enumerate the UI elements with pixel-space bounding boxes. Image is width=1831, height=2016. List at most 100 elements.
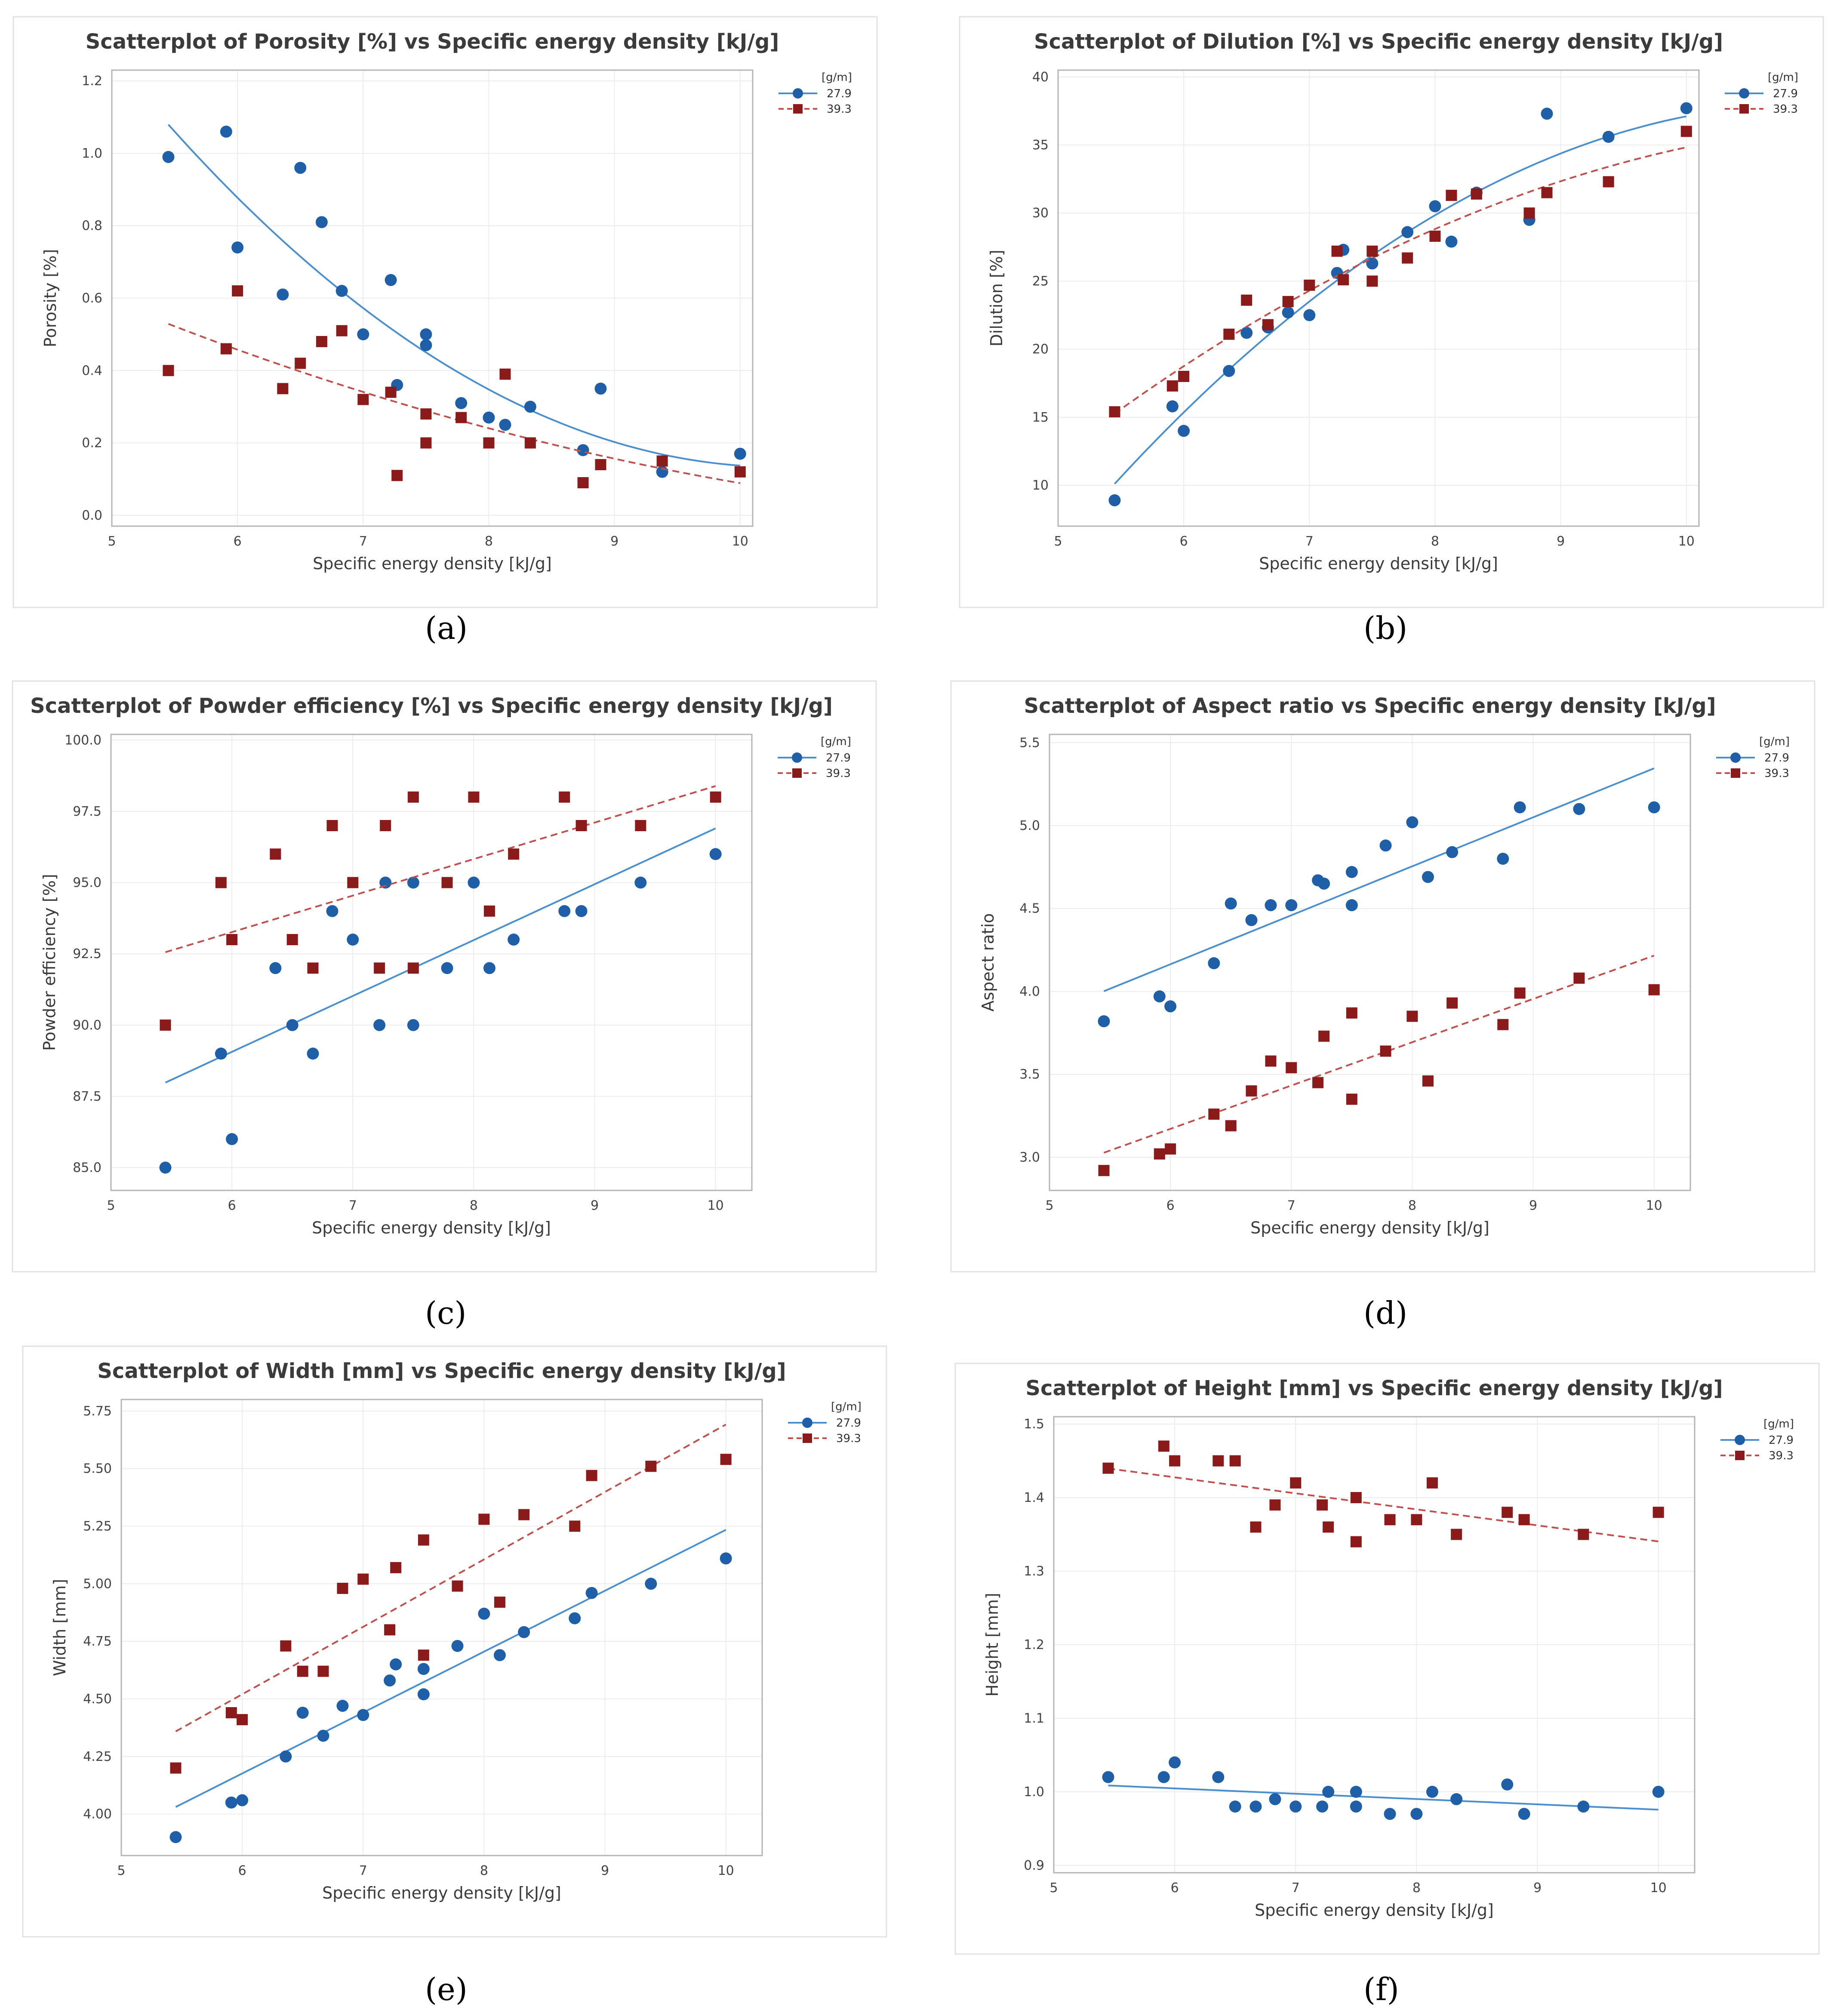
point-square <box>1653 1507 1664 1518</box>
point-square <box>1502 1507 1513 1518</box>
y-axis-label: Aspect ratio <box>979 913 997 1012</box>
plot-border <box>1057 69 1700 527</box>
point-square <box>384 1624 396 1636</box>
point-square <box>524 437 536 449</box>
point-square <box>1422 1075 1434 1087</box>
point-circle <box>385 274 397 286</box>
point-circle <box>1384 1808 1396 1820</box>
chart-svg-a: Scatterplot of Porosity [%] vs Specific … <box>12 16 878 608</box>
point-square <box>1282 296 1294 307</box>
point-square <box>1523 207 1535 219</box>
point-circle <box>634 876 647 889</box>
y-tick-label: 1.0 <box>82 146 102 161</box>
point-circle <box>357 1709 369 1721</box>
point-circle <box>317 1729 329 1742</box>
legend-title: [g/m] <box>1768 71 1798 84</box>
point-square <box>1208 1108 1220 1120</box>
y-tick-label: 0.0 <box>82 508 102 523</box>
x-tick-label: 9 <box>1533 1880 1542 1896</box>
point-square <box>1446 190 1457 201</box>
point-circle <box>1282 306 1294 319</box>
chart-svg-f: Scatterplot of Height [mm] vs Specific e… <box>954 1362 1820 1955</box>
x-axis-label: Specific energy density [kJ/g] <box>1255 1901 1494 1920</box>
point-circle <box>1426 1785 1438 1798</box>
point-square <box>478 1514 490 1525</box>
point-circle <box>518 1626 530 1638</box>
point-square <box>710 791 721 803</box>
point-square <box>1471 188 1482 200</box>
chart-panel-a: Scatterplot of Porosity [%] vs Specific … <box>12 16 878 608</box>
point-square <box>595 459 606 470</box>
point-circle <box>585 1587 598 1599</box>
y-tick-label: 5.50 <box>83 1461 112 1477</box>
point-square <box>1518 1514 1530 1526</box>
point-circle <box>1450 1793 1463 1806</box>
y-axis-label: Dilution [%] <box>987 250 1006 346</box>
x-tick-label: 8 <box>1412 1880 1421 1896</box>
x-tick-label: 9 <box>601 1863 609 1878</box>
point-square <box>277 383 289 395</box>
x-tick-label: 10 <box>1646 1198 1662 1213</box>
x-tick-label: 6 <box>238 1863 246 1878</box>
y-tick-label: 1.4 <box>1024 1490 1044 1505</box>
y-tick-label: 1.1 <box>1024 1711 1044 1726</box>
x-tick-label: 5 <box>108 534 116 549</box>
x-tick-label: 10 <box>1678 534 1695 549</box>
point-square <box>380 820 391 831</box>
point-circle <box>1169 1756 1181 1769</box>
y-tick-label: 85.0 <box>73 1160 102 1175</box>
point-square <box>1603 176 1614 188</box>
point-circle <box>307 1048 319 1060</box>
point-square <box>586 1470 597 1481</box>
point-square <box>1265 1055 1277 1067</box>
point-square <box>420 408 432 420</box>
point-square <box>1312 1077 1324 1088</box>
point-square <box>1429 231 1441 242</box>
point-circle <box>1108 494 1121 506</box>
legend-label: 27.9 <box>1764 752 1789 764</box>
point-circle <box>225 1796 237 1809</box>
chart-title: Scatterplot of Width [mm] vs Specific en… <box>97 1359 786 1383</box>
point-square <box>170 1762 182 1774</box>
point-square <box>499 368 511 380</box>
fit-line-39-3 <box>165 785 716 953</box>
y-tick-label: 5.75 <box>83 1404 112 1419</box>
legend-label: 39.3 <box>826 767 851 780</box>
point-circle <box>220 126 232 138</box>
plot-area <box>1049 734 1691 1191</box>
y-tick-label: 30 <box>1032 206 1049 221</box>
point-circle <box>1316 1800 1329 1813</box>
point-square <box>1318 1030 1330 1042</box>
point-circle <box>1350 1785 1362 1798</box>
point-square <box>635 820 646 831</box>
point-circle <box>558 905 571 917</box>
chart-svg-d: Scatterplot of Aspect ratio vs Specific … <box>950 680 1816 1273</box>
point-circle <box>1345 899 1358 912</box>
legend-label: 39.3 <box>1773 103 1798 116</box>
y-tick-label: 0.9 <box>1024 1858 1044 1873</box>
x-tick-label: 7 <box>359 534 367 549</box>
point-circle <box>1422 871 1434 883</box>
point-circle <box>1573 803 1585 815</box>
x-tick-label: 7 <box>1292 1880 1300 1896</box>
point-square <box>468 791 480 803</box>
legend-label: 27.9 <box>1769 1434 1794 1447</box>
point-square <box>337 1582 348 1594</box>
point-square <box>569 1520 581 1532</box>
x-tick-label: 5 <box>1054 534 1062 549</box>
legend-marker-circle <box>792 752 802 763</box>
x-tick-label: 10 <box>708 1198 724 1213</box>
y-tick-label: 5.25 <box>83 1519 112 1534</box>
point-circle <box>1225 897 1237 910</box>
point-circle <box>1401 226 1414 238</box>
point-circle <box>493 1649 506 1662</box>
point-square <box>226 934 238 945</box>
chart-title: Scatterplot of Height [mm] vs Specific e… <box>1025 1376 1723 1400</box>
point-square <box>1384 1514 1396 1526</box>
point-circle <box>407 1019 419 1031</box>
legend-marker-square <box>1739 104 1749 114</box>
plot-area <box>110 734 753 1191</box>
point-square <box>1346 1007 1357 1019</box>
point-square <box>1406 1011 1418 1022</box>
point-square <box>1262 319 1274 330</box>
